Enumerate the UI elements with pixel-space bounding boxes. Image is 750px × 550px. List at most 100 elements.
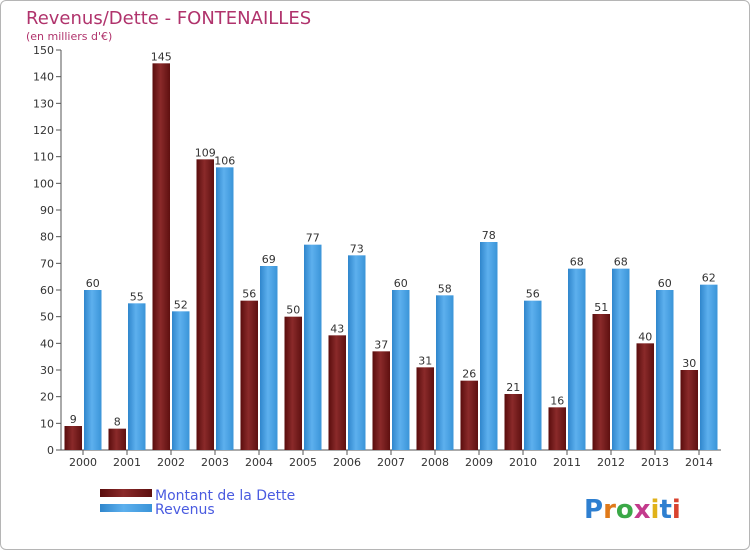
bar-revenus: [304, 244, 322, 450]
bar-debt: [416, 367, 434, 450]
y-tick-label: 90: [40, 204, 54, 217]
y-tick-label: 0: [47, 444, 54, 457]
x-tick-label: 2014: [685, 456, 713, 469]
bar-revenus: [656, 290, 674, 450]
x-tick-label: 2007: [377, 456, 405, 469]
bar-revenus: [172, 311, 190, 450]
y-tick-label: 140: [33, 71, 54, 84]
data-label: 62: [702, 272, 716, 285]
data-label: 78: [482, 229, 496, 242]
x-tick-label: 2010: [509, 456, 537, 469]
data-label: 26: [462, 368, 476, 381]
logo-letter: o: [616, 495, 634, 525]
bar-debt: [64, 426, 82, 450]
logo-letter: x: [634, 495, 651, 525]
bar-revenus: [700, 284, 718, 450]
bar-revenus: [392, 290, 410, 450]
y-tick-label: 130: [33, 97, 54, 110]
bar-revenus: [260, 266, 278, 450]
bar-debt: [328, 335, 346, 450]
bar-debt: [680, 370, 698, 450]
bar-debt: [504, 394, 522, 450]
data-label: 56: [526, 288, 540, 301]
bar-debt: [152, 63, 170, 450]
bar-debt: [460, 380, 478, 450]
axes: 0 10 20 30 40 50 60 70 80 90 100 110 120 130 140 150 200…: [33, 44, 721, 469]
x-tick-label: 2000: [69, 456, 97, 469]
y-tick-label: 70: [40, 257, 54, 270]
x-tick-label: 2012: [597, 456, 625, 469]
bar-debt: [548, 407, 566, 450]
y-tick-label: 60: [40, 284, 54, 297]
y-tick-label: 20: [40, 391, 54, 404]
data-label: 30: [682, 357, 696, 370]
data-labels: 9 8 145 109 56 50 43 37 31 26 21 16 51 40 30 60 55 52 106 6…: [70, 50, 716, 428]
x-tick-label: 2005: [289, 456, 317, 469]
data-label: 51: [594, 301, 608, 314]
legend: Montant de la Dette Revenus: [100, 488, 295, 518]
data-label: 68: [614, 256, 628, 269]
bar-revenus: [480, 242, 498, 450]
chart-subtitle: (en milliers d'€): [26, 30, 112, 43]
x-tick-label: 2011: [553, 456, 581, 469]
logo-text: Proxiti: [584, 495, 681, 525]
x-tick-label: 2009: [465, 456, 493, 469]
logo-letter: i: [672, 495, 681, 525]
y-tick-label: 110: [33, 151, 54, 164]
data-label: 106: [214, 154, 235, 167]
x-tick-label: 2004: [245, 456, 273, 469]
logo-letter: r: [603, 495, 616, 525]
data-label: 60: [658, 277, 672, 290]
bars: [64, 63, 718, 451]
logo-letter: t: [659, 495, 671, 525]
bar-revenus: [128, 303, 146, 450]
legend-label-debt: Montant de la Dette: [155, 488, 295, 504]
bar-debt: [284, 316, 302, 450]
bar-debt: [108, 428, 126, 450]
y-tick-label: 10: [40, 417, 54, 430]
data-label: 50: [286, 304, 300, 317]
data-label: 145: [151, 50, 172, 63]
data-label: 56: [242, 288, 256, 301]
x-tick-label: 2006: [333, 456, 361, 469]
bar-debt: [592, 314, 610, 450]
bar-debt: [240, 300, 258, 450]
data-label: 8: [114, 416, 121, 429]
data-label: 37: [374, 338, 388, 351]
data-label: 52: [174, 298, 188, 311]
bar-revenus: [348, 255, 366, 450]
y-tick-label: 100: [33, 177, 54, 190]
x-tick-label: 2001: [113, 456, 141, 469]
bar-revenus: [216, 167, 234, 451]
x-tick-label: 2003: [201, 456, 229, 469]
data-label: 60: [394, 277, 408, 290]
data-label: 55: [130, 290, 144, 303]
data-label: 21: [506, 381, 520, 394]
data-label: 60: [86, 277, 100, 290]
data-label: 40: [638, 330, 652, 343]
data-label: 16: [550, 394, 564, 407]
data-label: 69: [262, 253, 276, 266]
bar-revenus: [84, 290, 102, 450]
bar-revenus: [436, 295, 454, 450]
chart-title: Revenus/Dette - FONTENAILLES: [26, 8, 311, 29]
bar-debt: [196, 159, 214, 451]
bar-debt: [372, 351, 390, 450]
data-label: 43: [330, 322, 344, 335]
data-label: 109: [195, 146, 216, 159]
data-label: 73: [350, 242, 364, 255]
y-tick-label: 50: [40, 311, 54, 324]
data-label: 9: [70, 413, 77, 426]
bar-revenus: [612, 268, 630, 450]
data-label: 58: [438, 282, 452, 295]
legend-label-revenus: Revenus: [155, 502, 215, 518]
logo-letter: i: [651, 495, 660, 525]
data-label: 31: [418, 354, 432, 367]
y-tick-label: 40: [40, 337, 54, 350]
bar-debt: [636, 343, 654, 450]
data-label: 77: [306, 232, 320, 245]
y-tick-label: 120: [33, 124, 54, 137]
legend-swatch-debt: [100, 489, 152, 497]
bar-revenus: [524, 300, 542, 450]
